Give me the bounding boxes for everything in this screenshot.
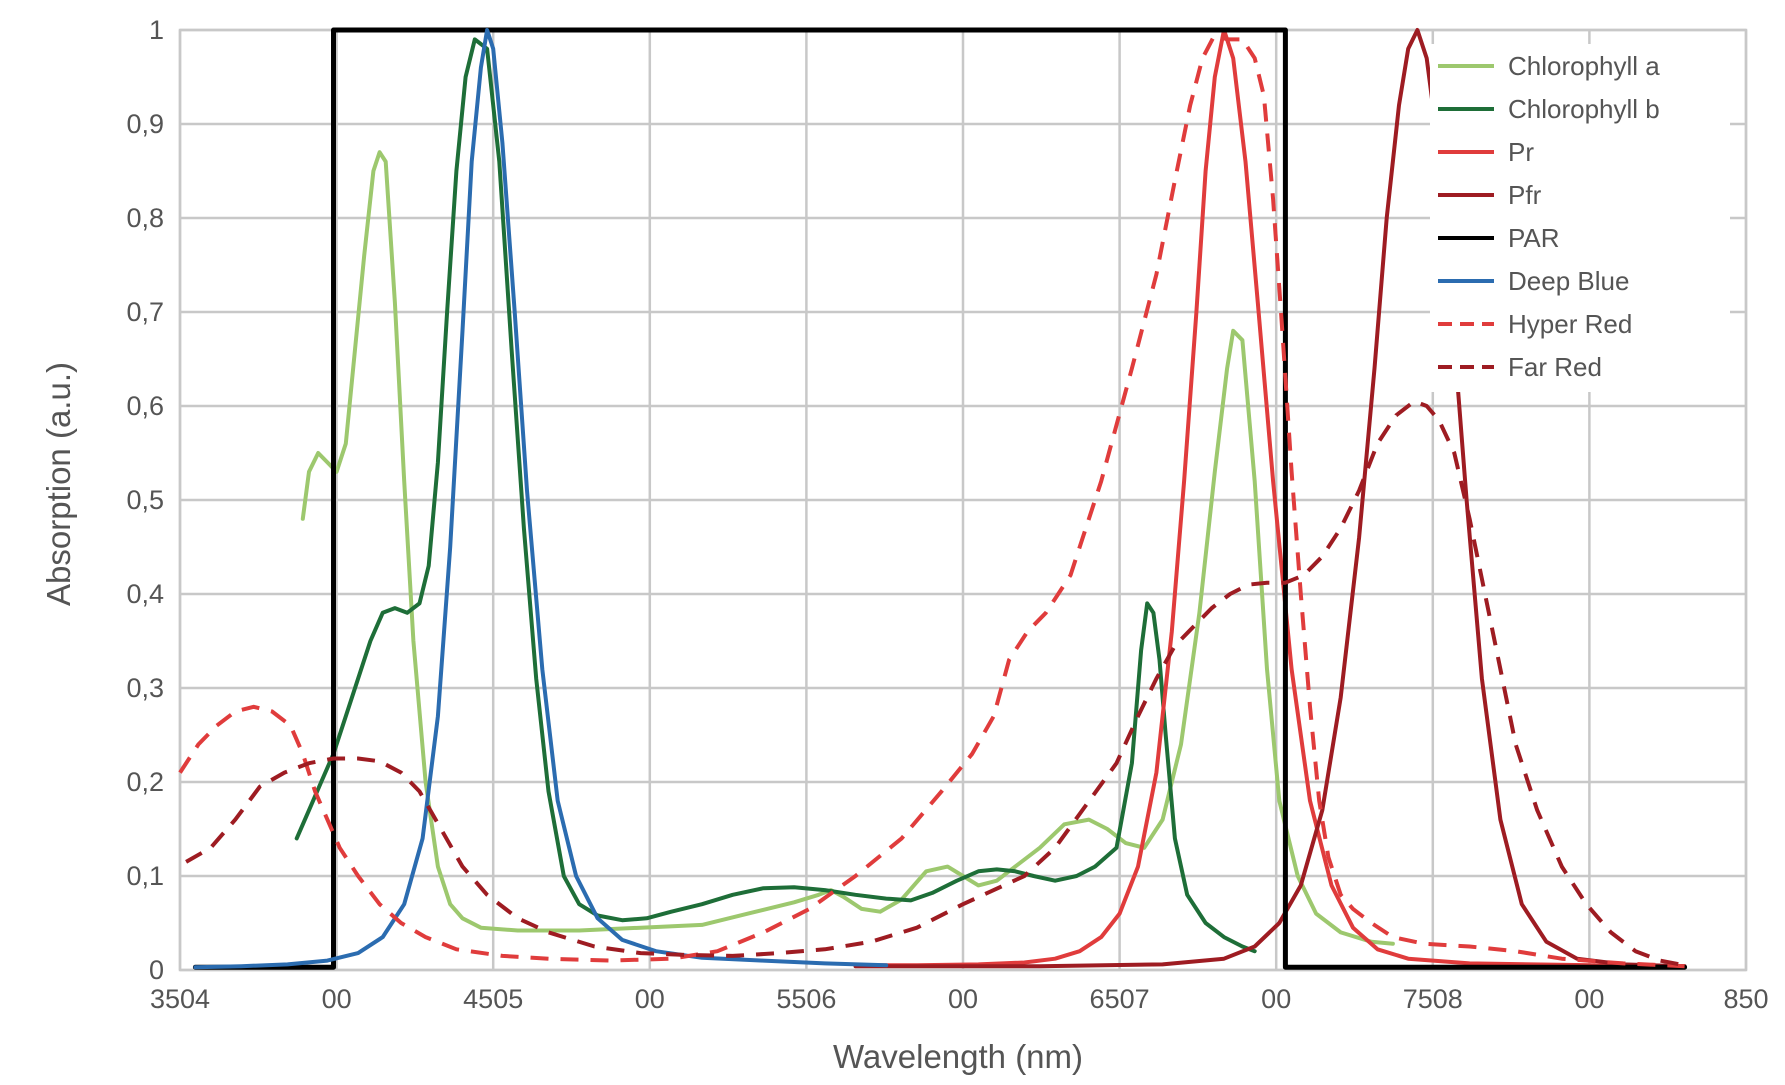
legend-label: Pfr [1508, 180, 1542, 210]
y-tick-label: 0,1 [126, 861, 164, 891]
x-tick-label: 6507 [1090, 984, 1150, 1014]
legend-label: Deep Blue [1508, 266, 1629, 296]
y-tick-label: 0,9 [126, 109, 164, 139]
x-tick-label: 00 [1261, 984, 1291, 1014]
legend-label: Chlorophyll a [1508, 51, 1660, 81]
x-tick-label: 7508 [1403, 984, 1463, 1014]
y-tick-label: 0,5 [126, 485, 164, 515]
legend-label: Hyper Red [1508, 309, 1632, 339]
y-tick-label: 0,7 [126, 297, 164, 327]
x-tick-label: 5506 [776, 984, 836, 1014]
x-tick-label: 00 [322, 984, 352, 1014]
series-line-pr [853, 28, 1687, 969]
y-axis-title: Absorption (a.u.) [40, 362, 77, 606]
legend: Chlorophyll a Chlorophyll b Pr Pfr PAR Deep B… [1430, 44, 1730, 392]
x-tick-label: 3504 [150, 984, 210, 1014]
series-line-chlorophyll-b [294, 37, 1257, 954]
y-tick-label: 0,4 [126, 579, 164, 609]
series-line-par [192, 27, 1688, 970]
y-tick-label: 1 [149, 15, 164, 45]
legend-label: Chlorophyll b [1508, 94, 1660, 124]
legend-background [1430, 44, 1730, 392]
x-tick-label: 00 [635, 984, 665, 1014]
tick-labels: 3504 00 4505 00 5506 00 6507 00 7508 00 850 0 0,1 0,2… [126, 15, 1768, 1014]
x-axis-title: Wavelength (nm) [833, 1038, 1083, 1075]
x-tick-label: 4505 [463, 984, 523, 1014]
x-tick-label: 850 [1723, 984, 1768, 1014]
legend-label: Pr [1508, 137, 1534, 167]
legend-label: PAR [1508, 223, 1560, 253]
series-line-pfr [853, 28, 1687, 969]
series-line-hyper-red [178, 32, 1685, 969]
x-tick-label: 00 [1574, 984, 1604, 1014]
y-tick-label: 0,8 [126, 203, 164, 233]
x-tick-label: 00 [948, 984, 978, 1014]
y-tick-label: 0,6 [126, 391, 164, 421]
y-tick-label: 0,3 [126, 673, 164, 703]
series-line-chlorophyll-a [300, 150, 1395, 946]
series-line-deep-blue [193, 28, 889, 970]
series-line-far-red [185, 399, 1685, 968]
y-tick-label: 0,2 [126, 767, 164, 797]
y-tick-label: 0 [149, 955, 164, 985]
legend-label: Far Red [1508, 352, 1602, 382]
series-layer [178, 27, 1688, 970]
